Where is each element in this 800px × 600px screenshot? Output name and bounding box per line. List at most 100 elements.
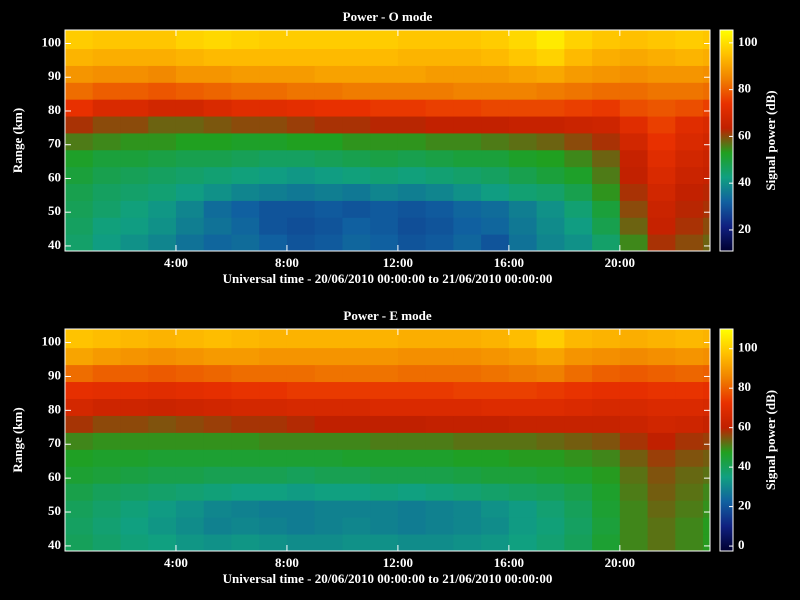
- heat-cell: [675, 149, 704, 168]
- heat-cell: [481, 149, 510, 168]
- heat-cell: [425, 132, 454, 151]
- heat-cell: [481, 48, 510, 66]
- heat-cell: [508, 200, 538, 218]
- heat-cell: [175, 65, 205, 83]
- heat-cell: [453, 166, 482, 185]
- heat-cell: [703, 48, 711, 66]
- heat-cell: [481, 116, 510, 134]
- x-tick-label: 12:00: [383, 255, 413, 270]
- x-tick-label: 16:00: [494, 255, 524, 270]
- heat-cell: [65, 132, 94, 151]
- heat-cell: [370, 398, 399, 416]
- heat-cell: [370, 30, 399, 50]
- heat-cell: [647, 517, 676, 535]
- heat-cell: [564, 183, 593, 201]
- heat-cell: [92, 534, 121, 552]
- heat-cell: [314, 132, 343, 151]
- heat-cell: [203, 82, 232, 100]
- heat-cell: [397, 234, 427, 252]
- heat-cell: [397, 398, 427, 416]
- plot-frame: [64, 328, 711, 552]
- heat-cell: [370, 449, 399, 467]
- heat-cell: [536, 99, 565, 117]
- heat-cell: [425, 432, 454, 450]
- heat-cell: [536, 132, 565, 151]
- heat-cell: [370, 217, 399, 235]
- heat-cell: [120, 65, 149, 83]
- heat-cell: [592, 48, 621, 66]
- heat-cell: [175, 398, 205, 416]
- heat-cell: [231, 82, 260, 100]
- heat-cell: [342, 364, 371, 383]
- heat-cell: [508, 364, 538, 383]
- heat-cell: [592, 82, 621, 100]
- heat-cell: [286, 449, 316, 467]
- heat-cell: [619, 183, 649, 201]
- heat-cell: [314, 483, 343, 501]
- heat-cell: [619, 217, 649, 235]
- heat-cell: [148, 415, 177, 433]
- heat-cell: [397, 500, 427, 518]
- heat-cell: [148, 432, 177, 450]
- heat-cell: [203, 466, 232, 484]
- heat-cell: [592, 65, 621, 83]
- heat-cell: [592, 132, 621, 151]
- heat-cell: [203, 381, 232, 399]
- heat-cell: [175, 329, 205, 349]
- heat-cell: [703, 99, 711, 117]
- heat-cell: [65, 116, 94, 134]
- heat-cell: [342, 449, 371, 467]
- heat-cell: [259, 82, 288, 100]
- heat-cell: [342, 534, 371, 552]
- heat-cell: [259, 166, 288, 185]
- heat-cell: [647, 483, 676, 501]
- heat-cell: [259, 415, 288, 433]
- heat-cell: [65, 466, 94, 484]
- heat-cell: [148, 166, 177, 185]
- heat-cell: [425, 149, 454, 168]
- heat-cell: [703, 415, 711, 433]
- heat-cell: [231, 217, 260, 235]
- heat-cell: [231, 48, 260, 66]
- y-tick-label: 100: [42, 334, 62, 349]
- heat-cell: [425, 466, 454, 484]
- heat-cell: [148, 364, 177, 383]
- heat-cell: [370, 166, 399, 185]
- heat-cell: [231, 329, 260, 349]
- heat-cell: [286, 517, 316, 535]
- heat-cell: [675, 364, 704, 383]
- heat-cell: [120, 364, 149, 383]
- heat-cell: [481, 30, 510, 50]
- heat-cell: [314, 48, 343, 66]
- heat-cell: [564, 364, 593, 383]
- heat-cell: [508, 30, 538, 50]
- heat-cell: [675, 466, 704, 484]
- heat-cell: [286, 364, 316, 383]
- heat-cell: [231, 449, 260, 467]
- heat-cell: [203, 48, 232, 66]
- heat-cell: [120, 183, 149, 201]
- heat-cell: [203, 65, 232, 83]
- heat-cell: [481, 65, 510, 83]
- heat-cell: [397, 149, 427, 168]
- heat-cell: [120, 415, 149, 433]
- heat-cell: [397, 132, 427, 151]
- heat-cell: [65, 329, 94, 349]
- heat-cell: [647, 415, 676, 433]
- heat-cell: [481, 398, 510, 416]
- heat-cell: [564, 381, 593, 399]
- heat-cell: [231, 99, 260, 117]
- heat-cell: [508, 149, 538, 168]
- heat-cell: [203, 415, 232, 433]
- heat-cell: [231, 500, 260, 518]
- heat-cell: [508, 99, 538, 117]
- heat-cell: [647, 116, 676, 134]
- heat-cell: [286, 234, 316, 252]
- heat-cell: [425, 200, 454, 218]
- heat-cell: [536, 415, 565, 433]
- heat-cell: [675, 30, 704, 50]
- heat-cell: [92, 30, 121, 50]
- heat-cell: [425, 166, 454, 185]
- heat-cell: [453, 217, 482, 235]
- heat-cell: [203, 217, 232, 235]
